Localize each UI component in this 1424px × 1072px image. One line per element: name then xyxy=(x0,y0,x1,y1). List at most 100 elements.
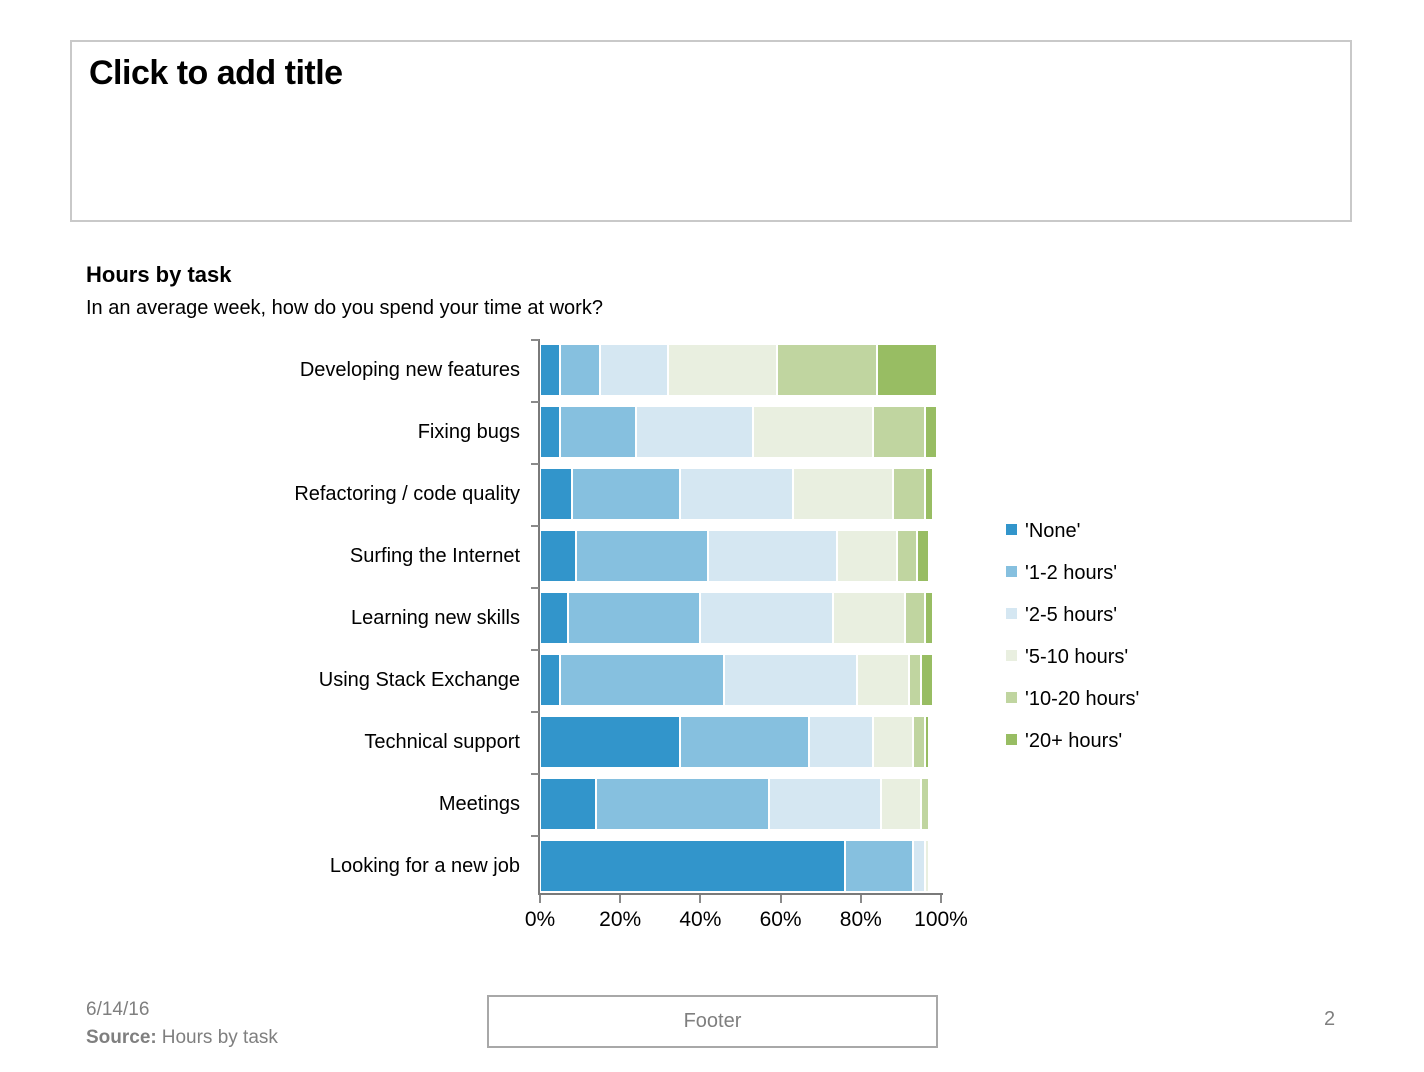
y-axis-line xyxy=(538,339,540,895)
footer-text: Footer xyxy=(683,1010,742,1032)
x-axis-tick-label: 60% xyxy=(759,908,802,931)
bar-segment xyxy=(541,407,560,457)
bar-segment xyxy=(917,531,928,581)
bar-segment xyxy=(845,841,912,891)
bar-segment xyxy=(837,531,896,581)
bar-segment xyxy=(577,531,708,581)
bar-segment xyxy=(793,469,892,519)
bar-segment xyxy=(881,779,920,829)
legend-item: 'None' xyxy=(1006,510,1139,552)
y-axis-tick xyxy=(531,463,539,465)
bar-row xyxy=(540,717,941,767)
bar-segment xyxy=(877,345,936,395)
bar-row xyxy=(540,345,941,395)
bar-segment xyxy=(769,779,880,829)
bar-row xyxy=(540,779,941,829)
bar-segment xyxy=(909,655,920,705)
x-axis-tick xyxy=(779,895,782,903)
bar-segment xyxy=(925,841,928,891)
bar-segment xyxy=(541,469,572,519)
y-axis-tick xyxy=(531,401,539,403)
category-label: Technical support xyxy=(364,731,520,753)
y-axis-tick xyxy=(531,711,539,713)
legend-item: '20+ hours' xyxy=(1006,720,1139,762)
bar-segment xyxy=(561,345,600,395)
bar-segment xyxy=(541,593,568,643)
legend-label: '20+ hours' xyxy=(1025,729,1123,752)
x-axis-tick-label: 0% xyxy=(524,908,556,931)
bar-segment xyxy=(561,655,724,705)
slide-date: 6/14/16 xyxy=(86,999,150,1020)
bar-segment xyxy=(669,345,776,395)
bar-segment xyxy=(777,345,876,395)
chart-title: Hours by task xyxy=(86,262,232,287)
bar-segment xyxy=(925,593,932,643)
bar-segment xyxy=(709,531,836,581)
bar-row xyxy=(540,841,941,891)
legend-label: '5-10 hours' xyxy=(1025,645,1129,668)
source-label: Source: xyxy=(86,1027,157,1048)
title-placeholder-text: Click to add title xyxy=(89,54,343,92)
footer-placeholder[interactable]: Footer xyxy=(487,995,938,1048)
legend-label: '2-5 hours' xyxy=(1025,603,1118,626)
x-axis-tick xyxy=(940,895,942,903)
bar-segment xyxy=(925,407,936,457)
bar-segment xyxy=(541,531,576,581)
bar-segment xyxy=(905,593,924,643)
y-axis-tick xyxy=(531,835,539,837)
x-axis-tick-label: 20% xyxy=(599,908,642,931)
bar-segment xyxy=(753,407,872,457)
page-number: 2 xyxy=(1324,1008,1336,1030)
x-axis-tick xyxy=(619,895,622,903)
x-axis-line xyxy=(538,893,943,895)
slide-date-and-source: 6/14/16 Source: Hours by task xyxy=(86,996,278,1052)
legend-swatch xyxy=(1006,733,1017,745)
bar-segment xyxy=(925,717,928,767)
bar-row xyxy=(540,531,941,581)
bar-segment xyxy=(541,655,560,705)
category-label: Meetings xyxy=(438,793,520,815)
x-axis-tick xyxy=(699,895,702,903)
bar-segment xyxy=(897,531,916,581)
legend-label: '10-20 hours' xyxy=(1025,687,1140,710)
legend-item: '2-5 hours' xyxy=(1006,594,1139,636)
bar-segment xyxy=(541,345,560,395)
bar-segment xyxy=(921,779,928,829)
bar-segment xyxy=(681,717,808,767)
y-axis-tick xyxy=(531,339,539,341)
y-axis-tick xyxy=(531,587,539,589)
bar-row xyxy=(540,407,941,457)
x-axis-tick-label: 40% xyxy=(679,908,722,931)
legend-item: '5-10 hours' xyxy=(1006,636,1139,678)
legend-swatch xyxy=(1006,565,1017,577)
source-text: Hours by task xyxy=(161,1027,278,1048)
bar-segment xyxy=(913,841,924,891)
bar-row xyxy=(540,593,941,643)
category-label: Developing new features xyxy=(299,359,520,381)
legend-item: '1-2 hours' xyxy=(1006,552,1139,594)
title-placeholder[interactable]: Click to add title xyxy=(70,40,1352,222)
chart-legend: 'None' '1-2 hours' '2-5 hours' '5-10 hours'… xyxy=(1006,510,1139,762)
x-axis-tick xyxy=(859,895,862,903)
legend-swatch xyxy=(1006,607,1017,619)
bar-segment xyxy=(569,593,700,643)
bar-segment xyxy=(873,407,924,457)
bar-segment xyxy=(573,469,680,519)
bar-segment xyxy=(857,655,908,705)
y-axis-tick xyxy=(531,525,539,527)
bar-segment xyxy=(809,717,872,767)
bar-row xyxy=(540,469,941,519)
bar-segment xyxy=(541,779,596,829)
bar-segment xyxy=(833,593,904,643)
bar-segment xyxy=(913,717,924,767)
bar-row xyxy=(540,655,941,705)
bar-segment xyxy=(681,469,792,519)
bar-segment xyxy=(561,407,636,457)
category-label: Using Stack Exchange xyxy=(318,669,520,691)
source-line: Source: Hours by task xyxy=(86,1024,278,1052)
legend-swatch xyxy=(1006,523,1017,535)
legend-label: '1-2 hours' xyxy=(1025,561,1118,584)
legend-label: 'None' xyxy=(1025,519,1081,542)
bar-segment xyxy=(541,717,680,767)
bar-segment xyxy=(893,469,924,519)
